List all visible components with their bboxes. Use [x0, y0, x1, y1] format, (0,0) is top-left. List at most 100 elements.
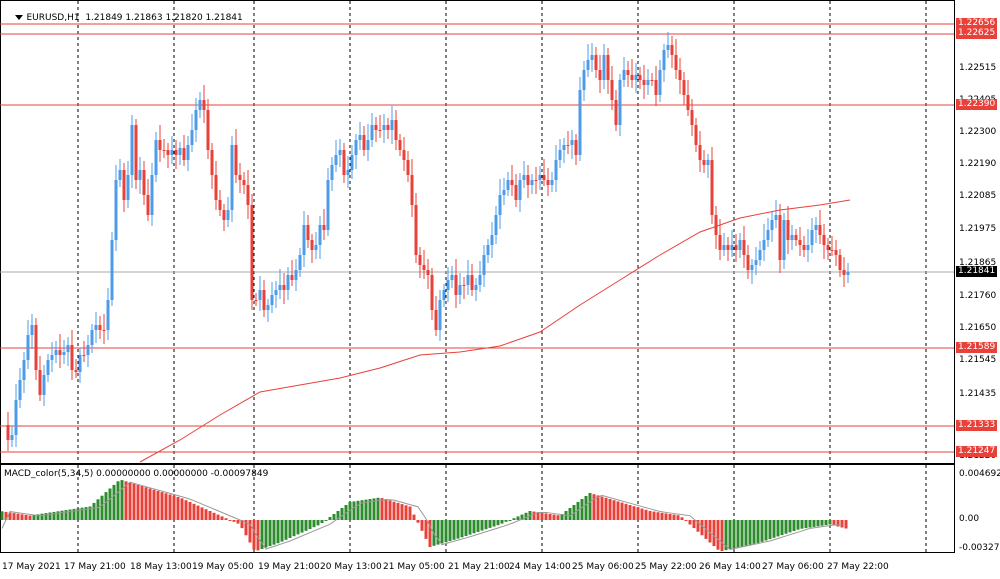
macd-bar: [492, 520, 496, 527]
macd-bar: [592, 494, 596, 520]
candle-body: [618, 80, 622, 125]
macd-bar: [512, 518, 516, 520]
candle-body: [370, 125, 374, 140]
macd-bar: [184, 500, 188, 520]
candle-body: [258, 290, 262, 300]
macd-bar: [220, 516, 224, 520]
macd-bar: [52, 511, 56, 520]
candle-body: [482, 255, 486, 275]
candle-body: [198, 100, 202, 110]
candle-body: [330, 165, 334, 180]
macd-bar: [300, 520, 304, 533]
macd-bar: [336, 511, 340, 520]
macd-tick-label: 0.00: [959, 514, 980, 524]
macd-bar: [520, 514, 524, 520]
candle-body: [690, 110, 694, 125]
macd-bar: [0, 511, 4, 520]
candle-body: [750, 265, 754, 270]
collapse-triangle-icon[interactable]: [15, 15, 24, 20]
price-level-tag: 1.21333: [956, 420, 998, 431]
macd-bar: [352, 501, 356, 520]
candle-body: [46, 360, 50, 375]
macd-bar: [828, 520, 832, 525]
candle-body: [114, 180, 118, 240]
price-level-tag: 1.22390: [956, 99, 998, 110]
macd-bar: [640, 508, 644, 520]
candle-body: [670, 45, 674, 55]
candle-body: [162, 150, 166, 151]
macd-bar: [192, 503, 196, 520]
macd-bar: [460, 520, 464, 538]
price-level-tag: 1.21589: [956, 342, 998, 353]
macd-bar: [356, 500, 360, 520]
current-price-tag: 1.21841: [956, 266, 998, 277]
candle-body: [34, 325, 38, 370]
macd-bar: [4, 511, 8, 520]
time-tick-label: 27 May 22:00: [827, 562, 889, 572]
macd-bar: [740, 520, 744, 547]
candle-body: [26, 335, 30, 360]
macd-bar: [20, 514, 24, 520]
price-tick-label: 1.21650: [959, 323, 997, 333]
macd-bar: [272, 520, 276, 545]
macd-bar: [160, 492, 164, 520]
macd-bar: [140, 486, 144, 520]
macd-bar: [644, 509, 648, 520]
candle-body: [286, 275, 290, 290]
candle-body: [602, 55, 606, 80]
macd-bar: [696, 520, 700, 532]
candle-body: [458, 285, 462, 295]
candle-body: [58, 350, 62, 355]
time-tick-label: 17 May 2021: [2, 562, 61, 572]
candle-body: [522, 175, 526, 180]
macd-bar: [60, 510, 64, 520]
main-legend: EURUSD,H1 1.21849 1.21863 1.21820 1.2184…: [4, 3, 243, 33]
candle-body: [630, 75, 634, 80]
candle-body: [754, 260, 758, 265]
candle-body: [266, 305, 270, 310]
candle-body: [838, 255, 842, 270]
candle-body: [802, 245, 806, 250]
macd-bar: [36, 514, 40, 520]
macd-bar: [800, 520, 804, 529]
macd-bar: [656, 512, 660, 520]
candle-body: [410, 175, 414, 205]
candle-body: [438, 300, 442, 330]
candle-body: [494, 215, 498, 235]
time-tick-label: 25 May 06:00: [572, 562, 634, 572]
candle-body: [382, 125, 386, 130]
macd-bar: [552, 514, 556, 520]
macd-bar: [136, 484, 140, 520]
candle-body: [798, 240, 802, 245]
macd-bar: [728, 520, 732, 550]
macd-bar: [476, 520, 480, 532]
macd-bar: [212, 512, 216, 520]
macd-bar: [364, 499, 368, 520]
macd-bar: [408, 506, 412, 520]
macd-bar: [164, 493, 168, 520]
candle-body: [722, 245, 726, 250]
macd-bar: [620, 502, 624, 520]
candle-body: [86, 345, 90, 355]
macd-bar: [172, 495, 176, 520]
candle-body: [78, 355, 82, 372]
macd-bar: [488, 520, 492, 528]
macd-plot-frame: [0, 464, 955, 553]
macd-signal-line: [1, 481, 843, 550]
candle-body: [190, 130, 194, 145]
macd-bar: [584, 496, 588, 520]
macd-bar: [416, 520, 420, 523]
macd-bar: [252, 520, 256, 550]
macd-bar: [436, 520, 440, 545]
macd-bar: [452, 520, 456, 540]
candle-body: [430, 275, 434, 310]
candle-body: [238, 175, 242, 180]
candle-body: [318, 225, 322, 245]
price-tick-label: 1.21975: [959, 224, 997, 234]
candle-body: [98, 325, 102, 330]
candle-body: [142, 170, 146, 195]
candle-body: [498, 195, 502, 215]
candle-body: [582, 70, 586, 90]
